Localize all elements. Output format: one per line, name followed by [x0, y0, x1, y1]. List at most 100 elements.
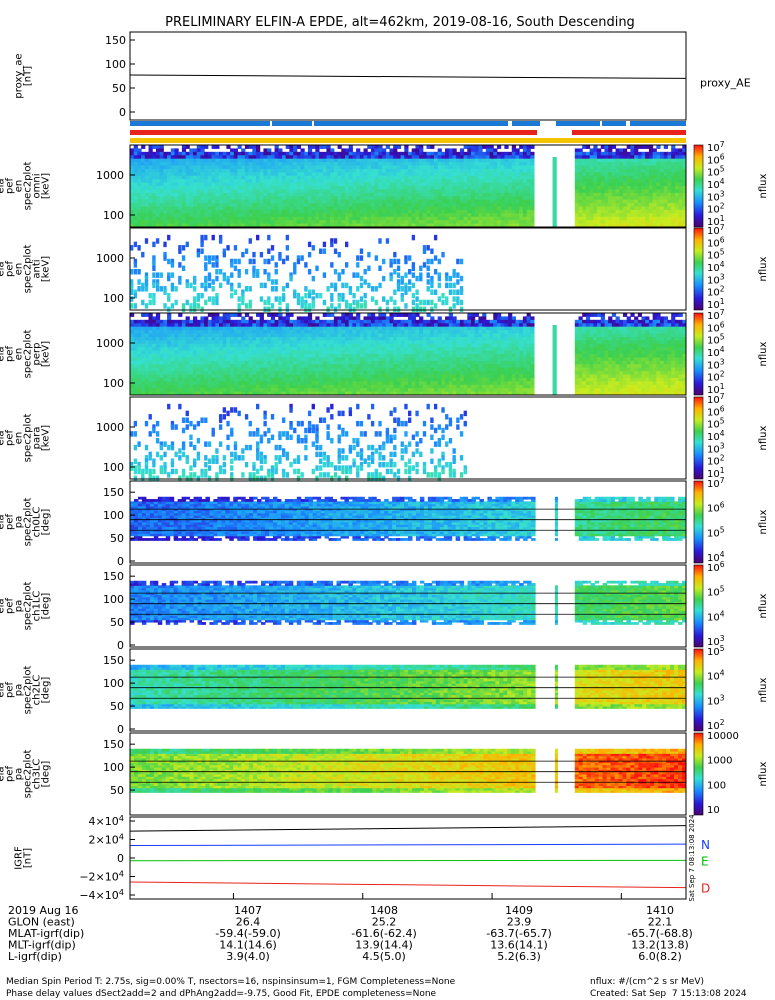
spectrogram-cell	[263, 391, 268, 396]
spectrogram-cell	[237, 313, 242, 317]
ytick-label: 1000	[96, 252, 124, 265]
spectrogram-cell	[467, 165, 472, 170]
spectrogram-cell	[137, 377, 142, 382]
spectrogram-cell	[648, 162, 654, 166]
spectrogram-cell	[370, 196, 376, 201]
spectrogram-cell	[641, 151, 646, 156]
spectrogram-cell	[352, 186, 357, 190]
spectrogram-cell	[459, 182, 465, 187]
spectrogram-cell	[597, 196, 602, 201]
spectrogram-cell	[137, 333, 142, 338]
spectrogram-cell	[293, 179, 298, 184]
spectrogram-cell	[574, 168, 580, 173]
spectrogram-cell	[237, 347, 242, 352]
spectrogram-cell	[459, 148, 465, 153]
spectrogram-cell	[330, 296, 334, 302]
spectrogram-cell	[482, 189, 487, 194]
spectrogram-cell	[630, 179, 635, 184]
spectrogram-cell	[678, 192, 683, 197]
spectrogram-cell	[244, 391, 250, 396]
spectrogram-cell	[137, 347, 142, 352]
spectrogram-cell	[289, 384, 294, 389]
spectrogram-cell	[463, 223, 468, 228]
spectrogram-cell	[248, 165, 253, 170]
spectrogram-cell	[289, 313, 294, 317]
spectrogram-cell	[582, 206, 587, 211]
spectrogram-cell	[148, 388, 153, 393]
spectrogram-cell	[304, 316, 309, 321]
spectrogram-cell	[252, 323, 257, 328]
spectrogram-cell	[400, 275, 404, 282]
spectrogram-cell	[130, 313, 135, 317]
spectrogram-cell	[256, 162, 261, 166]
spectrogram-cell	[330, 203, 335, 207]
spectrogram-cell	[185, 186, 190, 190]
spectrogram-cell	[207, 354, 213, 358]
spectrogram-cell	[144, 336, 150, 341]
spectrogram-cell	[244, 377, 250, 382]
spectrogram-cell	[589, 155, 594, 160]
spectrogram-cell	[574, 162, 580, 166]
spectrogram-cell	[185, 213, 190, 218]
spectrogram-cell	[204, 216, 209, 221]
spectrogram-cell	[155, 172, 161, 177]
spectrogram-cell	[485, 151, 491, 156]
spectrogram-cell	[337, 189, 342, 194]
spectrogram-cell	[459, 306, 464, 313]
spectrogram-cell	[415, 296, 419, 302]
spectrogram-cell	[152, 347, 157, 352]
spectrogram-cell	[181, 203, 187, 207]
spectrogram-cell	[278, 319, 283, 324]
spectrogram-cell	[456, 289, 460, 295]
spectrogram-cell	[622, 162, 628, 166]
spectrogram-cell	[300, 384, 305, 389]
spectrogram-cell	[426, 258, 430, 265]
spectrogram-cell	[293, 213, 298, 218]
spectrogram-cell	[278, 155, 283, 160]
spectrogram-cell	[159, 223, 164, 228]
spectrogram-cell	[270, 158, 276, 163]
spectrogram-cell	[437, 165, 442, 170]
spectrogram-cell	[204, 192, 209, 197]
spectrogram-cell	[615, 203, 620, 207]
spectrogram-cell	[233, 209, 238, 214]
spectrogram-cell	[582, 216, 587, 221]
spectrogram-cell	[622, 213, 628, 218]
spectrogram-cell	[263, 258, 267, 265]
spectrogram-cell	[215, 316, 220, 321]
spectrogram-cell	[367, 168, 372, 173]
spectrogram-cell	[367, 216, 372, 221]
spectrogram-cell	[300, 299, 304, 306]
spectrogram-cell	[207, 381, 213, 386]
spectrogram-cell	[248, 192, 253, 197]
spectrogram-cell	[163, 367, 168, 372]
spectrogram-cell	[252, 145, 257, 149]
spectrogram-cell	[311, 275, 315, 282]
spectrogram-cell	[411, 299, 416, 306]
spectrogram-cell	[204, 189, 209, 194]
spectrogram-cell	[307, 313, 313, 317]
spectrogram-cell	[144, 279, 149, 285]
spectrogram-cell	[263, 343, 268, 348]
spectrogram-cell	[200, 248, 204, 254]
spectrogram-cell	[167, 357, 172, 362]
spectrogram-cell	[141, 340, 146, 345]
spectrogram-cell	[367, 165, 372, 170]
spectrogram-cell	[493, 223, 498, 228]
spectrogram-cell	[682, 216, 687, 221]
spectrogram-cell	[200, 343, 205, 348]
spectrogram-cell	[141, 168, 146, 173]
spectrogram-cell	[408, 189, 413, 194]
spectrogram-cell	[230, 272, 234, 278]
spectrogram-cell	[441, 162, 446, 166]
spectrogram-cell	[319, 374, 324, 379]
spectrogram-cell	[400, 220, 405, 225]
spectrogram-cell	[278, 203, 283, 207]
spectrogram-cell	[656, 158, 661, 163]
spectrogram-cell	[593, 220, 598, 225]
spectrogram-cell	[463, 182, 468, 187]
spectrogram-cell	[419, 213, 424, 218]
spectrogram-cell	[133, 354, 138, 358]
spectrogram-cell	[459, 286, 464, 292]
spectrogram-cell	[252, 336, 257, 341]
